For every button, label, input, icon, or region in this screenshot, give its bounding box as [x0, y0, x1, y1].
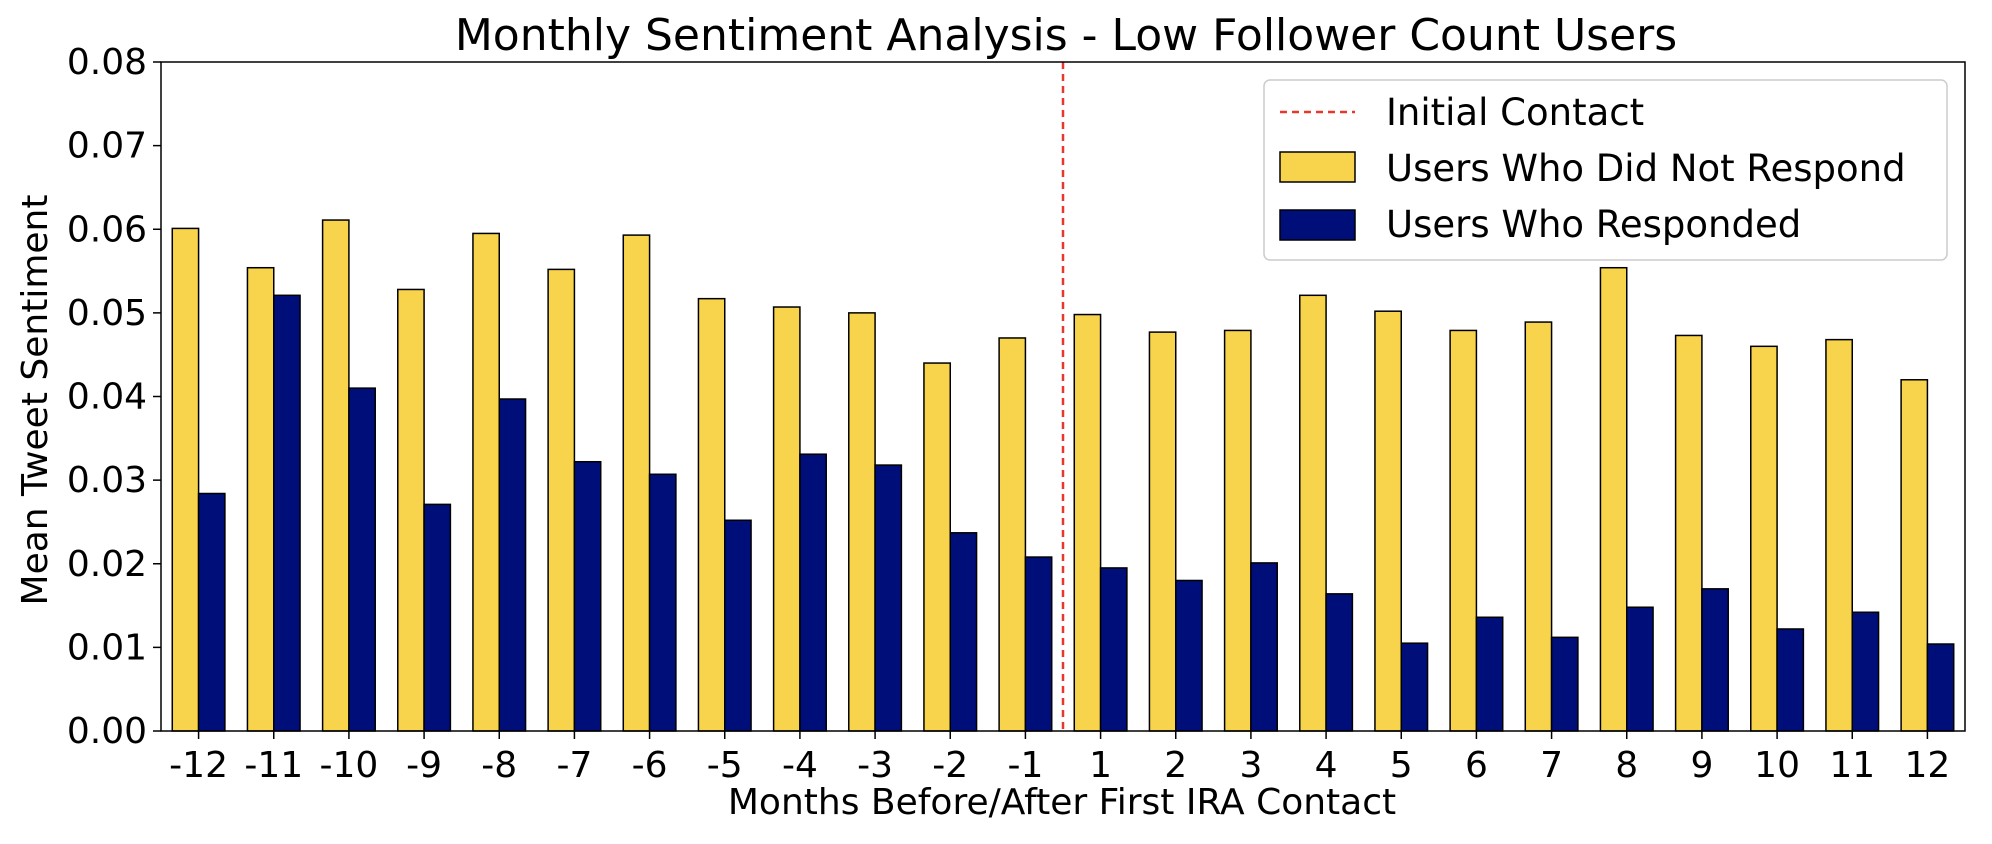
y-tick-label: 0.05: [67, 293, 147, 334]
bar-responded: [799, 453, 827, 732]
y-tick-label: 0.07: [67, 126, 147, 167]
bar-not-respond: [1223, 329, 1252, 732]
bar-responded: [1400, 642, 1429, 732]
bar-responded: [197, 492, 226, 732]
legend-label: Users Who Responded: [1386, 203, 1801, 246]
legend-swatch-responded: [1279, 209, 1356, 241]
bar-responded: [648, 473, 677, 732]
legend: Initial Contact Users Who Did Not Respond…: [1263, 79, 1948, 261]
bar-responded: [1250, 562, 1278, 732]
x-tick-label: -6: [632, 745, 668, 786]
x-tick-label: 9: [1690, 745, 1713, 786]
bar-not-respond: [171, 227, 200, 732]
bar-not-respond: [1449, 329, 1478, 732]
legend-box: [1263, 79, 1948, 261]
x-tick-label: 4: [1315, 745, 1338, 786]
bar-responded: [874, 464, 903, 732]
bar-responded: [1550, 636, 1579, 732]
bar-not-respond: [397, 288, 425, 732]
x-tick-label: -10: [320, 745, 379, 786]
x-tick-label: 10: [1754, 745, 1800, 786]
bar-responded: [348, 387, 376, 732]
bar-responded: [573, 460, 602, 732]
bar-not-respond: [1599, 266, 1628, 732]
bar-not-respond: [1750, 345, 1778, 732]
x-tick-label: 7: [1540, 745, 1563, 786]
bar-responded: [498, 398, 527, 732]
x-axis-ticks: -12 -11 -10 -9 -8 -7 -6 -5 -4 -3 -2 -1 1 2 3 4 5 6 7 8 9 10 11…: [169, 731, 1950, 786]
x-tick-label: 5: [1390, 745, 1413, 786]
bar-not-respond: [1900, 379, 1929, 732]
legend-swatch-not-respond: [1279, 151, 1356, 183]
legend-label: Initial Contact: [1386, 91, 1644, 134]
x-tick-label: -9: [406, 745, 442, 786]
bar-responded: [1099, 567, 1128, 732]
bar-not-respond: [472, 232, 501, 732]
bar-responded: [1776, 628, 1805, 732]
bar-not-respond: [848, 312, 876, 732]
x-tick-label: -7: [556, 745, 592, 786]
bar-not-respond: [1299, 294, 1327, 732]
bar-not-respond: [998, 337, 1027, 732]
bar-responded: [423, 503, 452, 732]
bar-not-respond: [1825, 338, 1853, 732]
bar-not-respond: [923, 362, 951, 732]
x-tick-label: -4: [782, 745, 818, 786]
bar-not-respond: [246, 266, 275, 732]
bar-responded: [1024, 556, 1053, 732]
chart-title: Monthly Sentiment Analysis - Low Followe…: [455, 10, 1677, 61]
y-tick-label: 0.06: [67, 209, 147, 250]
x-tick-label: 8: [1615, 745, 1638, 786]
y-axis-title: Mean Tweet Sentiment: [15, 195, 56, 606]
x-axis-title: Months Before/After First IRA Contact: [728, 782, 1396, 823]
legend-label: Users Who Did Not Respond: [1386, 147, 1906, 190]
y-tick-label: 0.02: [67, 544, 147, 585]
y-tick-label: 0.04: [67, 377, 147, 418]
bar-not-respond: [1073, 313, 1102, 732]
x-tick-label: -1: [1007, 745, 1043, 786]
bar-not-respond: [697, 297, 726, 732]
y-tick-label: 0.00: [67, 711, 147, 752]
bar-not-respond: [1524, 321, 1553, 732]
x-tick-label: -8: [481, 745, 517, 786]
bar-responded: [1926, 643, 1955, 732]
bar-responded: [1701, 588, 1729, 732]
bar-not-respond: [547, 268, 576, 732]
bar-not-respond: [321, 219, 350, 732]
y-tick-label: 0.03: [67, 460, 147, 501]
x-tick-label: 6: [1465, 745, 1488, 786]
bar-responded: [724, 519, 752, 732]
bar-not-respond: [1374, 310, 1402, 732]
bar-not-respond: [1674, 334, 1703, 732]
x-tick-label: 3: [1239, 745, 1262, 786]
x-tick-label: -12: [169, 745, 228, 786]
bar-not-respond: [1148, 331, 1177, 732]
bar-not-respond: [622, 234, 651, 732]
x-tick-label: 1: [1089, 745, 1112, 786]
x-tick-label: -5: [707, 745, 743, 786]
bar-responded: [1475, 616, 1504, 732]
x-tick-label: 11: [1829, 745, 1875, 786]
bar-responded: [1626, 606, 1654, 732]
x-tick-label: -11: [244, 745, 303, 786]
x-tick-label: -2: [932, 745, 968, 786]
x-tick-label: 12: [1905, 745, 1951, 786]
plot-frame: [160, 61, 1966, 732]
bar-not-respond: [772, 306, 801, 732]
bar-responded: [949, 532, 978, 732]
y-tick-label: 0.08: [67, 42, 147, 83]
x-tick-label: 2: [1164, 745, 1187, 786]
y-axis-ticks: 0.00 0.01 0.02 0.03 0.04 0.05 0.06 0.07 0.08: [67, 42, 161, 752]
bar-responded: [1851, 611, 1880, 732]
y-tick-label: 0.01: [67, 627, 147, 668]
x-tick-label: -3: [857, 745, 893, 786]
bar-responded: [273, 294, 301, 732]
bar-responded: [1325, 593, 1354, 732]
bar-responded: [1175, 579, 1203, 732]
